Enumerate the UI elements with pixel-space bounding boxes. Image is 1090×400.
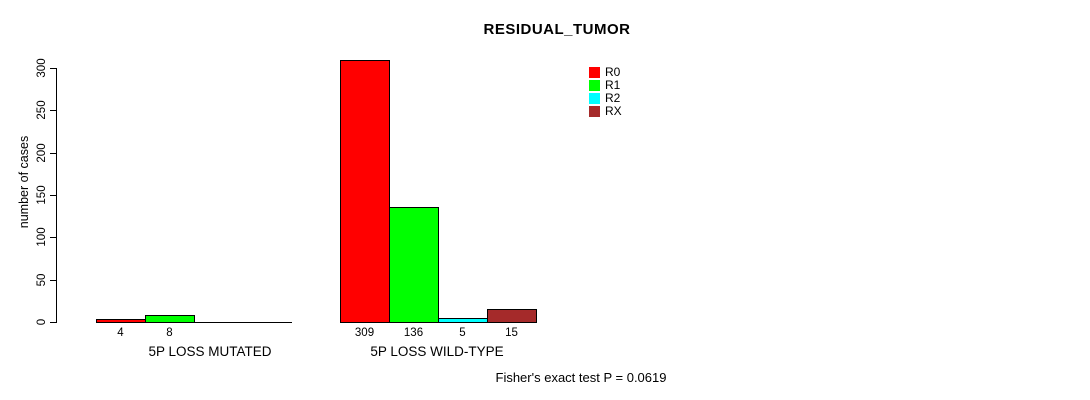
bar-r1 [389, 206, 439, 323]
bar-value-label: 5 [459, 327, 466, 339]
y-axis-tick-label: 200 [36, 143, 48, 163]
y-axis-tick [50, 195, 56, 196]
legend-item-r1: R1 [589, 79, 622, 92]
bar-value-label: 4 [117, 327, 124, 339]
y-axis-tick [50, 280, 56, 281]
y-axis-tick-label: 150 [36, 185, 48, 205]
y-axis-tick-label: 50 [36, 273, 48, 287]
legend-swatch-r2 [589, 93, 600, 104]
y-axis-tick [50, 322, 56, 323]
y-axis-tick [50, 237, 56, 238]
legend: R0 R1 R2 RX [589, 66, 622, 118]
y-axis-tick-label: 0 [36, 318, 48, 326]
y-axis-tick-label: 300 [36, 58, 48, 78]
y-axis-tick [50, 110, 56, 111]
y-axis-tick-label: 100 [36, 227, 48, 247]
bar-r2 [438, 317, 488, 323]
y-axis-line [56, 68, 57, 323]
legend-item-r2: R2 [589, 92, 622, 105]
y-axis-tick [50, 153, 56, 154]
bar-r1 [145, 315, 195, 323]
legend-swatch-rx [589, 106, 600, 117]
x-axis-group-label: 5P LOSS WILD-TYPE [370, 344, 504, 359]
legend-item-r0: R0 [589, 66, 622, 79]
legend-item-rx: RX [589, 105, 622, 118]
bar-value-label: 309 [354, 327, 375, 339]
chart-title: RESIDUAL_TUMOR [483, 21, 631, 38]
bar-rx [487, 309, 537, 323]
legend-swatch-r0 [589, 67, 600, 78]
legend-label: R1 [605, 78, 621, 92]
x-axis-group-label: 5P LOSS MUTATED [148, 344, 272, 359]
y-axis-tick-label: 250 [36, 100, 48, 120]
fisher-test-annotation: Fisher's exact test P = 0.0619 [495, 370, 667, 385]
legend-label: R0 [605, 65, 621, 79]
y-axis-tick [50, 68, 56, 69]
bar-value-label: 15 [505, 327, 518, 339]
legend-label: RX [605, 104, 622, 118]
y-axis-label: number of cases [17, 135, 31, 229]
bar-r0 [96, 318, 146, 323]
bar-r0 [340, 60, 390, 323]
bar-value-label: 8 [166, 327, 173, 339]
legend-swatch-r1 [589, 80, 600, 91]
legend-label: R2 [605, 91, 621, 105]
bar-value-label: 136 [403, 327, 424, 339]
